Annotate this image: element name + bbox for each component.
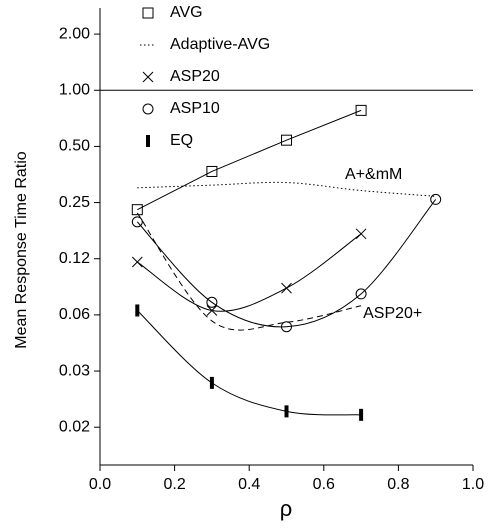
legend-label: EQ — [170, 132, 193, 149]
y-axis-label: Mean Response Time Ratio — [13, 151, 30, 349]
series-line — [137, 233, 362, 312]
x-tick-label: 0.0 — [89, 476, 111, 493]
x-tick-label: 0.6 — [313, 476, 335, 493]
marker-circle — [355, 288, 367, 300]
series-line — [137, 181, 436, 197]
legend-swatch — [142, 7, 154, 19]
annotation: A+&mM — [345, 166, 402, 183]
marker-x — [281, 282, 292, 294]
marker-square — [355, 104, 367, 116]
y-tick-label: 0.02 — [59, 418, 90, 435]
series-line — [136, 310, 362, 416]
marker-bar — [284, 405, 289, 418]
x-tick-label: 1.0 — [462, 476, 484, 493]
legend-label: AVG — [170, 4, 203, 21]
legend-swatch — [146, 135, 150, 147]
series-line — [137, 109, 362, 211]
legend-label: Adaptive-AVG — [170, 36, 270, 53]
series-label: ASP20+ — [363, 305, 422, 322]
x-tick-label: 0.4 — [238, 476, 260, 493]
marker-x — [206, 305, 218, 316]
x-axis-label: ρ — [280, 496, 293, 521]
legend-swatch — [142, 71, 154, 83]
x-tick-label: 0.2 — [163, 476, 185, 493]
y-tick-label: 0.06 — [59, 306, 90, 323]
marker-x — [131, 256, 143, 268]
y-tick-label: 0.12 — [59, 250, 90, 267]
marker-square — [131, 204, 143, 216]
marker-square — [281, 134, 292, 146]
y-tick-label: 0.50 — [59, 138, 90, 155]
legend-swatch — [142, 103, 154, 115]
marker-circle — [206, 296, 218, 308]
y-tick-label: 2.00 — [59, 25, 90, 42]
marker-circle — [131, 216, 143, 228]
y-tick-label: 1.00 — [59, 81, 90, 98]
y-tick-label: 0.03 — [59, 362, 90, 379]
y-tick-label: 0.25 — [59, 194, 90, 211]
series-line — [136, 199, 437, 328]
marker-bar — [359, 408, 364, 421]
marker-circle — [430, 193, 442, 205]
legend-label: ASP20 — [170, 68, 220, 85]
x-tick-label: 0.8 — [387, 476, 409, 493]
marker-bar — [209, 376, 214, 389]
marker-square — [206, 165, 218, 177]
marker-x — [355, 228, 367, 240]
series-line — [136, 212, 362, 331]
marker-bar — [135, 304, 140, 317]
marker-circle — [281, 321, 292, 333]
legend-label: ASP10 — [170, 100, 220, 117]
